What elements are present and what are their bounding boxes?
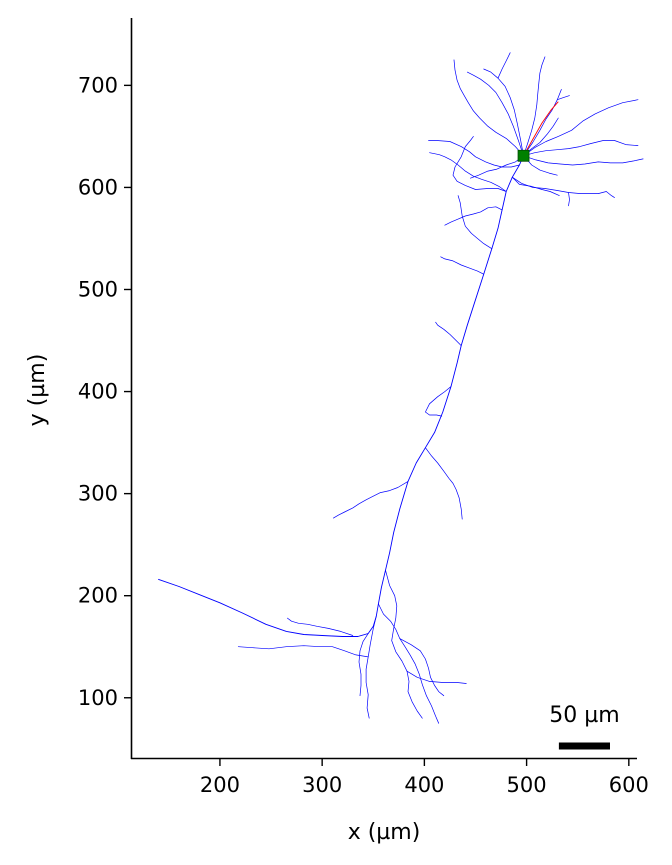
scale-bar-label: 50 µm bbox=[549, 703, 619, 728]
y-tick-label: 600 bbox=[78, 175, 118, 199]
y-tick-label: 300 bbox=[78, 482, 118, 506]
y-tick-label: 200 bbox=[78, 584, 118, 608]
dendrite-branch-8 bbox=[287, 617, 354, 636]
dendrite-branch-1 bbox=[365, 615, 377, 719]
dendrite-branch-28 bbox=[523, 155, 644, 166]
morphology-traces bbox=[158, 52, 644, 724]
dendrite-branch-19 bbox=[429, 152, 507, 192]
dendrite-branch-17 bbox=[568, 192, 570, 207]
dendrite-branch-4 bbox=[385, 569, 423, 719]
dendrite-branch-32 bbox=[523, 117, 559, 157]
x-tick-label: 600 bbox=[609, 773, 649, 797]
dendrite-branch-23 bbox=[466, 71, 524, 157]
x-tick-label: 200 bbox=[200, 773, 240, 797]
y-ticks: 100 200 300 400 500 600 700 bbox=[78, 73, 131, 710]
soma-marker bbox=[517, 149, 530, 162]
axes bbox=[130, 18, 637, 760]
dendrite-branch-34 bbox=[556, 95, 570, 101]
dendrite-branch-27 bbox=[523, 140, 639, 157]
y-tick-label: 100 bbox=[78, 686, 118, 710]
dendrite-branch-12 bbox=[435, 321, 462, 346]
dendrite-branch-3 bbox=[378, 603, 440, 724]
dendrite-branch-16 bbox=[511, 176, 615, 198]
x-tick-label: 500 bbox=[507, 773, 547, 797]
axon-trace bbox=[523, 101, 559, 157]
x-tick-label: 300 bbox=[302, 773, 342, 797]
y-tick-label: 500 bbox=[78, 277, 118, 301]
x-tick-label: 400 bbox=[404, 773, 444, 797]
dendrite-branch-10 bbox=[425, 447, 463, 520]
dendrite-branch-0 bbox=[158, 155, 524, 637]
dendrite-branch-20 bbox=[452, 136, 507, 192]
x-ticks: 200 300 400 500 600 bbox=[200, 759, 649, 797]
dendrite-branch-15 bbox=[444, 206, 503, 226]
y-tick-label: 700 bbox=[78, 73, 118, 97]
x-axis-label: x (µm) bbox=[348, 820, 421, 845]
dendrite-branch-21 bbox=[428, 140, 520, 168]
dendrite-branch-6 bbox=[399, 638, 445, 697]
dendrite-branch-7 bbox=[237, 645, 369, 658]
soma-layer bbox=[517, 149, 530, 162]
dendrite-branch-9 bbox=[333, 481, 409, 519]
dendrite-branch-33 bbox=[497, 52, 511, 79]
y-tick-label: 400 bbox=[78, 380, 118, 404]
dendrite-branch-2 bbox=[358, 633, 369, 697]
dendrite-branch-13 bbox=[440, 256, 485, 275]
dendrite-branch-31 bbox=[523, 155, 558, 176]
dendrite-branch-5 bbox=[406, 670, 467, 684]
dendrite-branch-14 bbox=[457, 195, 493, 250]
dendrite-branch-25 bbox=[523, 56, 546, 157]
dendrite-branch-29 bbox=[523, 99, 639, 157]
dendrite-branch-24 bbox=[483, 68, 524, 157]
dendrite-branch-11 bbox=[425, 386, 452, 417]
scale-bar: 50 µm bbox=[549, 703, 620, 750]
dendrite-branch-30 bbox=[470, 155, 524, 179]
y-axis-label: y (µm) bbox=[25, 354, 50, 427]
dendrite-branch-18 bbox=[511, 176, 560, 196]
dendrite-branch-22 bbox=[453, 59, 524, 157]
